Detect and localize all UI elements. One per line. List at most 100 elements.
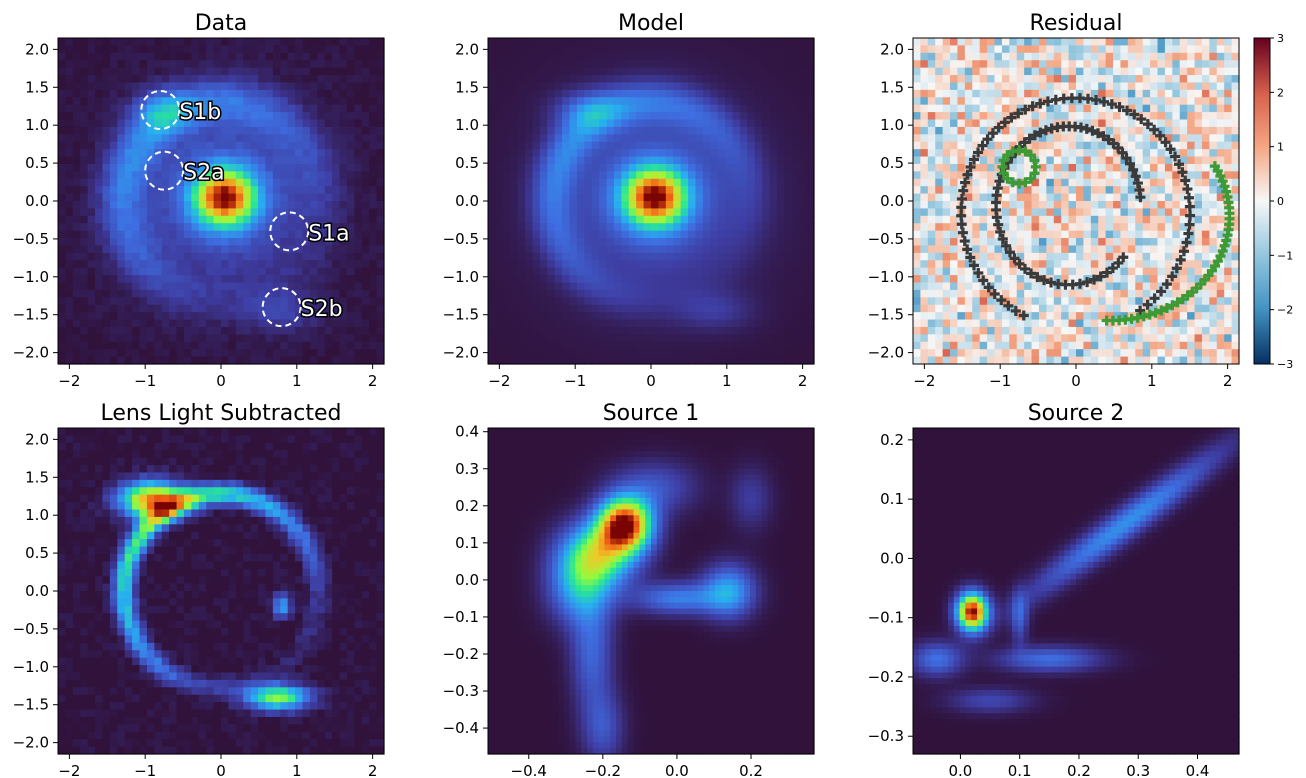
colorbar-tick-label: 1 xyxy=(1277,141,1284,154)
x-tick-label: 2 xyxy=(798,372,808,390)
x-tick-label: −2 xyxy=(58,372,80,390)
model-title: Model xyxy=(618,11,684,36)
y-tick-label: −2.0 xyxy=(443,344,479,362)
y-tick-label: 1.0 xyxy=(455,116,479,134)
colorbar-tick-label: 0 xyxy=(1277,195,1284,208)
annotation-circle xyxy=(144,150,185,191)
colorbar-gradient xyxy=(1253,37,1271,365)
y-tick-label: −0.2 xyxy=(868,668,904,686)
y-tick-label: 0.0 xyxy=(25,192,49,210)
annotation-label: S2a xyxy=(183,161,224,186)
x-tick-label: 0.2 xyxy=(1067,762,1091,778)
annotation-circle xyxy=(140,90,181,131)
y-tick-label: 2.0 xyxy=(25,40,49,58)
y-tick-label: −0.5 xyxy=(13,230,49,248)
y-tick-label: −2.0 xyxy=(13,344,49,362)
x-tick-label: 0 xyxy=(216,762,226,778)
y-tick-label: −0.1 xyxy=(443,608,479,626)
x-tick-label: 0.0 xyxy=(665,762,689,778)
lens_sub-title: Lens Light Subtracted xyxy=(101,401,342,426)
x-tick-label: 1 xyxy=(292,372,302,390)
x-tick-label: 1 xyxy=(1147,372,1157,390)
annotation-label: S2b xyxy=(301,297,343,322)
y-tick-label: −1.5 xyxy=(13,306,49,324)
x-tick-label: −1 xyxy=(989,372,1011,390)
source1-image xyxy=(488,428,815,755)
source1-title: Source 1 xyxy=(603,401,700,426)
annotation-circle xyxy=(261,287,302,328)
x-tick-label: −0.2 xyxy=(585,762,621,778)
y-tick-label: −0.3 xyxy=(868,727,904,745)
lens_sub-image xyxy=(58,428,385,755)
y-tick-label: −2.0 xyxy=(868,344,904,362)
colorbar-tick-label: −3 xyxy=(1277,358,1293,371)
y-tick-label: 1.0 xyxy=(25,116,49,134)
y-tick-label: −0.1 xyxy=(868,609,904,627)
y-tick-label: −1.5 xyxy=(868,306,904,324)
x-tick-label: 0.2 xyxy=(739,762,763,778)
source2-image xyxy=(913,428,1240,755)
x-tick-label: 2 xyxy=(368,372,378,390)
x-tick-label: −1 xyxy=(564,372,586,390)
data-title: Data xyxy=(195,11,248,36)
y-tick-label: 0.1 xyxy=(880,490,904,508)
y-tick-label: 2.0 xyxy=(25,430,49,448)
colorbar-tick-label: −2 xyxy=(1277,304,1293,317)
y-tick-label: −1.0 xyxy=(13,268,49,286)
x-tick-label: 2 xyxy=(1223,372,1233,390)
y-tick-label: −1.5 xyxy=(13,696,49,714)
y-tick-label: 0.2 xyxy=(455,497,479,515)
source1-panel: Source 1 −0.4 −0.2 0.0 0.2 0.4 0.3 0.2 0.1 0.0 −0.… xyxy=(443,401,815,778)
x-tick-label: 0.1 xyxy=(1008,762,1032,778)
y-tick-label: −1.0 xyxy=(13,658,49,676)
y-tick-label: −0.5 xyxy=(443,230,479,248)
x-tick-label: 0.0 xyxy=(948,762,972,778)
y-tick-label: 0.2 xyxy=(880,431,904,449)
data-panel: S1b S2a S1a S2b Data −2 −1 0 1 2 −2.0 −1.5 −1.0 −0.5 0… xyxy=(13,11,385,390)
y-tick-label: 0.4 xyxy=(455,423,479,441)
y-tick-label: 1.5 xyxy=(455,78,479,96)
source2-frame xyxy=(912,427,1240,755)
annotation-label: S1b xyxy=(179,100,221,125)
colorbar-tick-label: 3 xyxy=(1277,32,1284,45)
y-tick-label: −0.5 xyxy=(868,230,904,248)
y-tick-label: 0.0 xyxy=(880,192,904,210)
x-tick-label: 2 xyxy=(368,762,378,778)
residual-title: Residual xyxy=(1030,11,1123,36)
y-tick-label: 1.5 xyxy=(25,78,49,96)
x-tick-label: 0.4 xyxy=(1186,762,1210,778)
x-tick-label: −2 xyxy=(913,372,935,390)
y-tick-label: 0.0 xyxy=(25,582,49,600)
colorbar-tick-label: 2 xyxy=(1277,86,1284,99)
x-tick-label: 0.3 xyxy=(1126,762,1150,778)
x-tick-label: 0 xyxy=(646,372,656,390)
y-tick-label: 2.0 xyxy=(455,40,479,58)
source2-panel: Source 2 0.0 0.1 0.2 0.3 0.4 0.2 0.1 0.0 −0.1 −0.2… xyxy=(868,401,1240,778)
source1-frame xyxy=(487,427,815,755)
y-tick-label: 0.0 xyxy=(455,192,479,210)
lens_sub-panel: Lens Light Subtracted −2 −1 0 1 2 −2.0 −1.5 −1.0… xyxy=(13,401,385,778)
y-tick-label: −1.0 xyxy=(443,268,479,286)
x-tick-label: −1 xyxy=(134,762,156,778)
y-tick-label: 1.0 xyxy=(880,116,904,134)
y-tick-label: −1.5 xyxy=(443,306,479,324)
x-tick-label: 1 xyxy=(292,762,302,778)
y-tick-label: 0.3 xyxy=(455,460,479,478)
y-tick-label: −0.2 xyxy=(443,645,479,663)
y-tick-label: 2.0 xyxy=(880,40,904,58)
y-tick-label: −2.0 xyxy=(13,734,49,752)
y-tick-label: 1.0 xyxy=(25,506,49,524)
y-tick-label: 0.0 xyxy=(880,549,904,567)
residual-curves xyxy=(956,93,1235,326)
x-tick-label: −0.4 xyxy=(511,762,547,778)
x-tick-label: −2 xyxy=(488,372,510,390)
annotation-label: S1a xyxy=(308,221,349,246)
y-tick-label: −0.4 xyxy=(443,719,479,737)
model-panel: Model −2 −1 0 1 2 −2.0 −1.5 −1.0 −0.5 0.0 0.5 1.0 1.5… xyxy=(443,11,815,390)
y-tick-label: 0.0 xyxy=(455,571,479,589)
y-tick-label: 0.5 xyxy=(455,154,479,172)
annotation-circle xyxy=(269,211,310,252)
data-image xyxy=(58,38,385,365)
y-tick-label: 1.5 xyxy=(25,468,49,486)
